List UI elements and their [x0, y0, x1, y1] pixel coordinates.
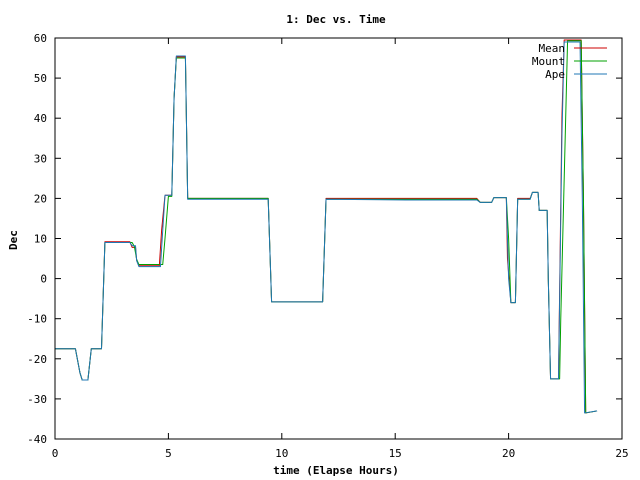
- legend-label-mean: Mean: [539, 42, 566, 55]
- x-axis-label: time (Elapse Hours): [273, 464, 399, 477]
- y-tick-label: 10: [34, 233, 47, 246]
- y-tick-label: 40: [34, 112, 47, 125]
- series-layer: [55, 39, 598, 414]
- y-axis-label: Dec: [7, 230, 20, 250]
- legend-label-ape: Ape: [545, 68, 565, 81]
- y-tick-label: 60: [34, 32, 47, 45]
- x-tick-label: 0: [52, 447, 59, 460]
- y-tick-label: 20: [34, 192, 47, 205]
- y-tick-label: -40: [27, 433, 47, 446]
- y-tick-label: -30: [27, 393, 47, 406]
- x-tick-label: 20: [502, 447, 515, 460]
- x-tick-label: 15: [389, 447, 402, 460]
- y-tick-label: -20: [27, 353, 47, 366]
- series-line-ape: [55, 41, 598, 414]
- axis-ticks: -40 -30 -20 -10 0 10 20 30 40 50 60 0 5 10 15 20 25: [27, 32, 629, 460]
- y-tick-label: 0: [40, 273, 47, 286]
- chart-title: 1: Dec vs. Time: [286, 13, 386, 26]
- y-tick-label: 50: [34, 72, 47, 85]
- x-tick-label: 10: [275, 447, 288, 460]
- y-tick-label: -10: [27, 313, 47, 326]
- x-tick-label: 5: [165, 447, 172, 460]
- y-tick-label: 30: [34, 152, 47, 165]
- plot-frame: [54, 37, 623, 440]
- x-tick-label: 25: [615, 447, 628, 460]
- legend-label-mount: Mount: [532, 55, 565, 68]
